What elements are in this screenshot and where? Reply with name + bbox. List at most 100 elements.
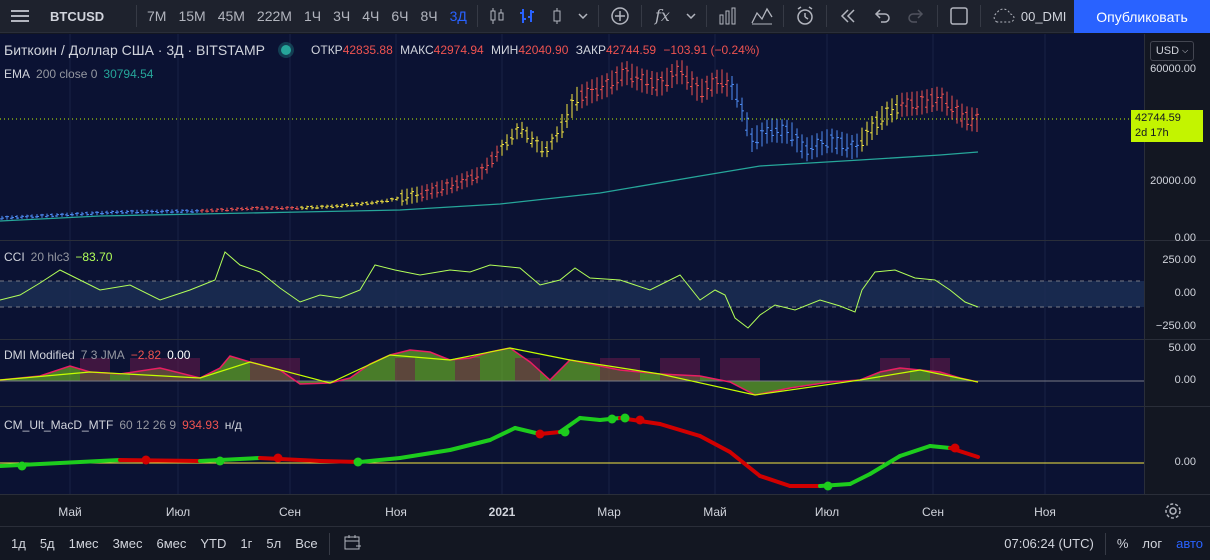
dmi-strip: [660, 358, 700, 381]
price-label-main-2: 0.00: [1174, 232, 1196, 244]
macd-legend[interactable]: CM_Ult_MacD_MTF 60 12 26 9 934.93 н/д: [4, 418, 242, 432]
utc-clock[interactable]: 07:06:24 (UTC): [1004, 536, 1094, 551]
layout-name-button[interactable]: 00_DMI: [985, 0, 1073, 33]
time-label-8: Сен: [922, 505, 944, 519]
chevron-down-icon: ⌵: [1182, 46, 1189, 55]
cloud-icon: [993, 8, 1015, 23]
ema-line: [0, 151, 979, 222]
time-label-9: Ноя: [1034, 505, 1056, 519]
ema-name: EMA: [4, 67, 31, 81]
interval-3[interactable]: 222М: [256, 8, 292, 24]
pane-divider[interactable]: [0, 406, 1210, 407]
time-label-0: Май: [58, 505, 82, 519]
interval-1[interactable]: 15М: [178, 8, 206, 24]
macd-name: CM_Ult_MacD_MTF: [4, 418, 114, 432]
interval-2[interactable]: 45М: [217, 8, 245, 24]
candles-icon[interactable]: [482, 0, 512, 33]
main-legend: Биткоин / Доллар США · 3Д · BITSTAMP ОТК…: [4, 42, 759, 58]
open-value: 42835.88: [342, 43, 393, 57]
cci-label-0: 250.00: [1162, 254, 1196, 266]
range-7[interactable]: 5л: [266, 536, 282, 551]
dmi-value2: 0.00: [167, 348, 191, 362]
financials-icon[interactable]: [711, 0, 745, 33]
range-0[interactable]: 1д: [11, 536, 26, 551]
range-3[interactable]: 3мес: [112, 536, 143, 551]
macd-segment: [898, 444, 932, 458]
change-value: −103.91 (−0.24%): [663, 43, 760, 57]
add-compare-icon[interactable]: [603, 0, 637, 33]
range-8[interactable]: Все: [295, 536, 318, 551]
cci-line: [0, 251, 979, 329]
templates-icon[interactable]: [745, 0, 779, 33]
macd-params: 60 12 26 9: [119, 418, 177, 432]
dmi-strip: [250, 358, 300, 381]
percent-toggle[interactable]: %: [1116, 536, 1129, 551]
time-axis[interactable]: Май Июл Сен Ноя 2021 Мар Май Июл Сен Ноя: [0, 494, 1210, 526]
macd-segment: [318, 459, 362, 464]
interval-6[interactable]: 4Ч: [362, 8, 380, 24]
macd-segment: [358, 456, 402, 464]
macd-label-0: 0.00: [1174, 456, 1196, 468]
interval-9[interactable]: 3Д: [449, 8, 467, 24]
chart-canvas[interactable]: [0, 34, 1144, 494]
interval-5[interactable]: 3Ч: [333, 8, 351, 24]
auto-toggle[interactable]: авто: [1176, 536, 1203, 551]
range-2[interactable]: 1мес: [68, 536, 99, 551]
last-price-tag: 42744.59 2d 17h: [1131, 110, 1203, 142]
cci-name: CCI: [4, 250, 25, 264]
range-5[interactable]: YTD: [200, 536, 227, 551]
currency-button[interactable]: USD ⌵: [1150, 41, 1194, 61]
chevron-down-icon[interactable]: [680, 0, 702, 33]
publish-button[interactable]: Опубликовать: [1074, 0, 1210, 33]
log-toggle[interactable]: лог: [1142, 536, 1163, 551]
divider: [476, 5, 478, 27]
interval-8[interactable]: 8Ч: [420, 8, 438, 24]
dmi-legend[interactable]: DMI Modified 7 3 JMA −2.82 0.00: [4, 348, 190, 362]
replay-icon[interactable]: [831, 0, 865, 33]
macd-cross-dot: [823, 481, 833, 491]
settings-icon[interactable]: [1164, 502, 1182, 523]
symbol-search[interactable]: BTCUSD: [50, 8, 105, 24]
time-label-2: Сен: [279, 505, 301, 519]
range-4[interactable]: 6мес: [156, 536, 187, 551]
cci-label-1: 0.00: [1174, 287, 1196, 299]
redo-icon[interactable]: [899, 0, 933, 33]
range-1[interactable]: 5д: [39, 536, 55, 551]
divider: [979, 5, 981, 27]
dmi-value1: −2.82: [130, 348, 162, 362]
open-label: ОТКР: [311, 43, 343, 57]
dmi-params: 7 3 JMA: [80, 348, 125, 362]
indicators-icon[interactable]: fx: [646, 0, 680, 33]
layout-icon[interactable]: [942, 0, 976, 33]
interval-0[interactable]: 7М: [147, 8, 167, 24]
interval-4[interactable]: 1Ч: [303, 8, 322, 24]
chart-area[interactable]: [0, 34, 1144, 494]
undo-icon[interactable]: [865, 0, 899, 33]
ema-params: 200 close 0: [36, 67, 98, 81]
hollow-candles-icon[interactable]: [542, 0, 572, 33]
ema-legend[interactable]: EMA 200 close 0 30794.54: [4, 67, 153, 81]
menu-icon[interactable]: [0, 0, 40, 33]
divider: [825, 5, 827, 27]
interval-7[interactable]: 6Ч: [391, 8, 409, 24]
macd-cross-dot: [17, 461, 27, 471]
chevron-down-icon[interactable]: [572, 0, 594, 33]
time-label-6: Май: [703, 505, 727, 519]
date-range-icon[interactable]: [334, 534, 372, 553]
pane-divider[interactable]: [0, 240, 1210, 241]
alert-icon[interactable]: [788, 0, 822, 33]
range-6[interactable]: 1г: [240, 536, 253, 551]
price-label-main-0: 60000.00: [1150, 63, 1196, 75]
cci-label-2: −250.00: [1155, 320, 1196, 332]
pane-divider[interactable]: [0, 339, 1210, 340]
time-label-5: Мар: [597, 505, 621, 519]
cci-legend[interactable]: CCI 20 hlc3 −83.70: [4, 250, 112, 264]
dmi-strip: [930, 358, 950, 381]
symbol-title[interactable]: Биткоин / Доллар США · 3Д · BITSTAMP: [4, 42, 266, 58]
bars-icon[interactable]: [512, 0, 542, 33]
cci-value: −83.70: [75, 250, 113, 264]
cci-band: [0, 281, 1144, 307]
dmi-label-1: 0.00: [1174, 374, 1196, 386]
time-label-3: Ноя: [385, 505, 407, 519]
divider: [936, 5, 938, 27]
